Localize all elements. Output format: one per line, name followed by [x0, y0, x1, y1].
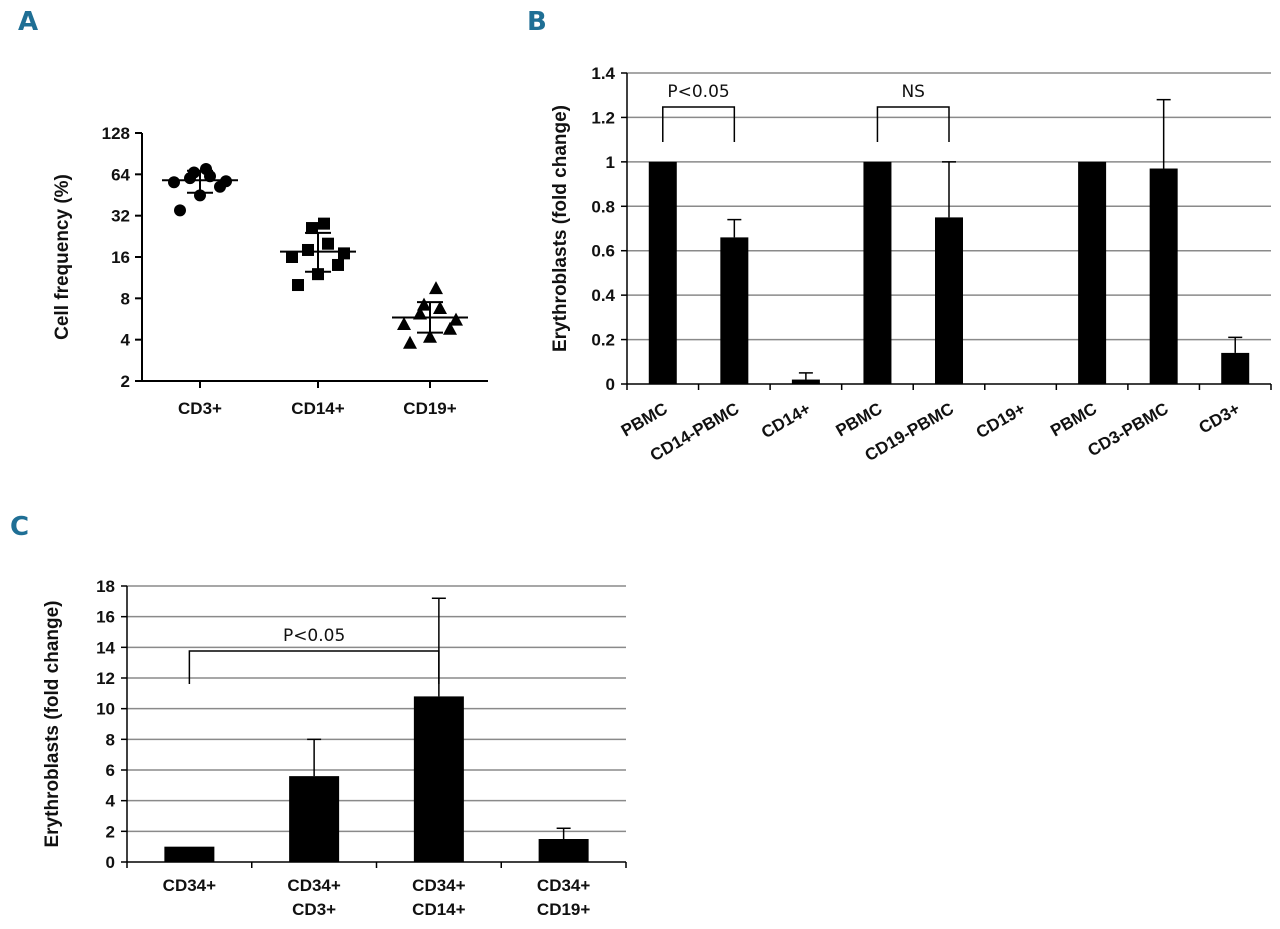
- y-tick-label-a: 2: [121, 372, 130, 391]
- data-point-cd19: [413, 306, 427, 320]
- data-point-cd19: [433, 301, 447, 315]
- x-tick-label-b: PBMC: [1047, 399, 1100, 440]
- x-tick-label-c: CD34+: [287, 876, 340, 895]
- bar-b-1: [720, 237, 749, 384]
- significance-label-b: P<0.05: [667, 82, 729, 102]
- data-point-cd14: [306, 222, 318, 235]
- data-point-cd3: [168, 176, 180, 189]
- x-tick-label-c: CD19+: [537, 900, 590, 919]
- y-tick-label-c: 0: [106, 853, 115, 872]
- x-tick-label-a: CD19+: [403, 399, 456, 418]
- x-tick-label-c: CD34+: [163, 876, 216, 895]
- y-tick-label-a: 128: [102, 124, 130, 143]
- y-tick-label-c: 16: [96, 608, 115, 627]
- data-point-cd19: [417, 297, 431, 311]
- x-tick-label-c: CD3+: [292, 900, 336, 919]
- data-point-cd19: [403, 335, 417, 349]
- y-tick-label-b: 1.4: [591, 64, 615, 83]
- y-tick-label-a: 64: [111, 165, 130, 184]
- y-tick-label-c: 8: [106, 730, 115, 749]
- y-tick-label-c: 2: [106, 822, 115, 841]
- x-tick-label-b: CD3+: [1196, 399, 1244, 437]
- data-point-cd3: [200, 162, 212, 175]
- significance-bracket-c: [188, 650, 440, 684]
- data-point-cd14: [286, 251, 298, 263]
- x-tick-label-a: CD3+: [178, 399, 222, 418]
- bar-b-3: [863, 161, 892, 384]
- data-point-cd14: [322, 237, 334, 250]
- data-point-cd19: [443, 321, 457, 335]
- y-tick-label-a: 16: [111, 248, 130, 267]
- data-point-cd3: [220, 175, 232, 188]
- x-tick-label-b: CD3-PBMC: [1084, 399, 1171, 460]
- panel-label-b: B: [527, 7, 547, 37]
- y-tick-label-b: 1.2: [591, 108, 615, 127]
- bar-c-1: [289, 776, 340, 862]
- x-tick-label-c: CD34+: [537, 876, 590, 895]
- significance-bracket-b: [662, 106, 736, 142]
- y-tick-label-c: 14: [96, 638, 115, 657]
- data-point-cd19: [423, 329, 437, 343]
- x-tick-label-b: PBMC: [618, 399, 671, 440]
- x-tick-label-c: CD14+: [412, 900, 465, 919]
- bar-c-0: [164, 846, 215, 862]
- significance-bracket-b: [876, 106, 950, 142]
- data-point-cd19: [429, 281, 443, 295]
- y-tick-label-a: 8: [121, 289, 130, 308]
- bar-b-6: [1078, 161, 1107, 384]
- y-tick-label-c: 18: [96, 577, 115, 596]
- data-point-cd14: [302, 243, 314, 256]
- chart-a: 2 4 8 16 32 64 128 CD3+ CD14+ CD19+ Cell frequency…: [52, 124, 488, 418]
- x-tick-label-b: PBMC: [833, 399, 886, 440]
- bar-b-8: [1221, 352, 1250, 384]
- data-point-cd14: [338, 247, 350, 260]
- x-tick-label-b: CD19+: [973, 399, 1029, 442]
- data-point-cd3: [174, 204, 186, 217]
- significance-label-c: P<0.05: [283, 626, 345, 646]
- data-point-cd19: [397, 317, 411, 331]
- bar-b-0: [648, 161, 677, 384]
- chart-c: 0 2 4 6 8 10 12 14 16 18 Erythroblasts (fold chang…: [42, 577, 627, 919]
- y-tick-label-a: 4: [121, 331, 131, 350]
- y-tick-label-c: 6: [106, 761, 115, 780]
- y-tick-label-b: 0.6: [591, 242, 615, 261]
- data-point-cd19: [449, 312, 463, 326]
- significance-label-b: NS: [901, 82, 925, 102]
- data-point-cd14: [318, 217, 330, 230]
- chart-b: 0 0.2 0.4 0.6 0.8 1 1.2 1.4 Erythroblasts (fold …: [550, 64, 1272, 465]
- data-point-cd3: [188, 166, 200, 179]
- bar-b-7: [1149, 168, 1178, 384]
- x-tick-label-b: CD14+: [758, 399, 814, 442]
- y-tick-label-c: 12: [96, 669, 115, 688]
- y-axis-label-c: Erythroblasts (fold change): [42, 600, 63, 847]
- y-tick-label-a: 32: [111, 207, 130, 226]
- y-tick-label-b: 1: [606, 153, 615, 172]
- data-point-cd14: [292, 279, 304, 292]
- bar-b-4: [935, 217, 963, 384]
- x-tick-label-a: CD14+: [291, 399, 344, 418]
- x-tick-label-c: CD34+: [412, 876, 465, 895]
- y-axis-label-a: Cell frequency (%): [52, 174, 73, 340]
- y-tick-label-b: 0.2: [591, 331, 615, 350]
- panel-label-a: A: [18, 7, 38, 37]
- y-tick-label-b: 0: [606, 375, 615, 394]
- y-tick-label-b: 0.8: [591, 197, 615, 216]
- bar-c-2: [413, 696, 464, 862]
- y-axis-label-b: Erythroblasts (fold change): [550, 105, 571, 352]
- panel-label-c: C: [10, 512, 29, 542]
- y-tick-label-b: 0.4: [591, 286, 615, 305]
- data-point-cd14: [332, 258, 344, 271]
- y-tick-label-c: 10: [96, 700, 115, 719]
- y-tick-label-c: 4: [106, 792, 116, 811]
- bar-b-2: [791, 379, 820, 384]
- bar-c-3: [538, 839, 589, 862]
